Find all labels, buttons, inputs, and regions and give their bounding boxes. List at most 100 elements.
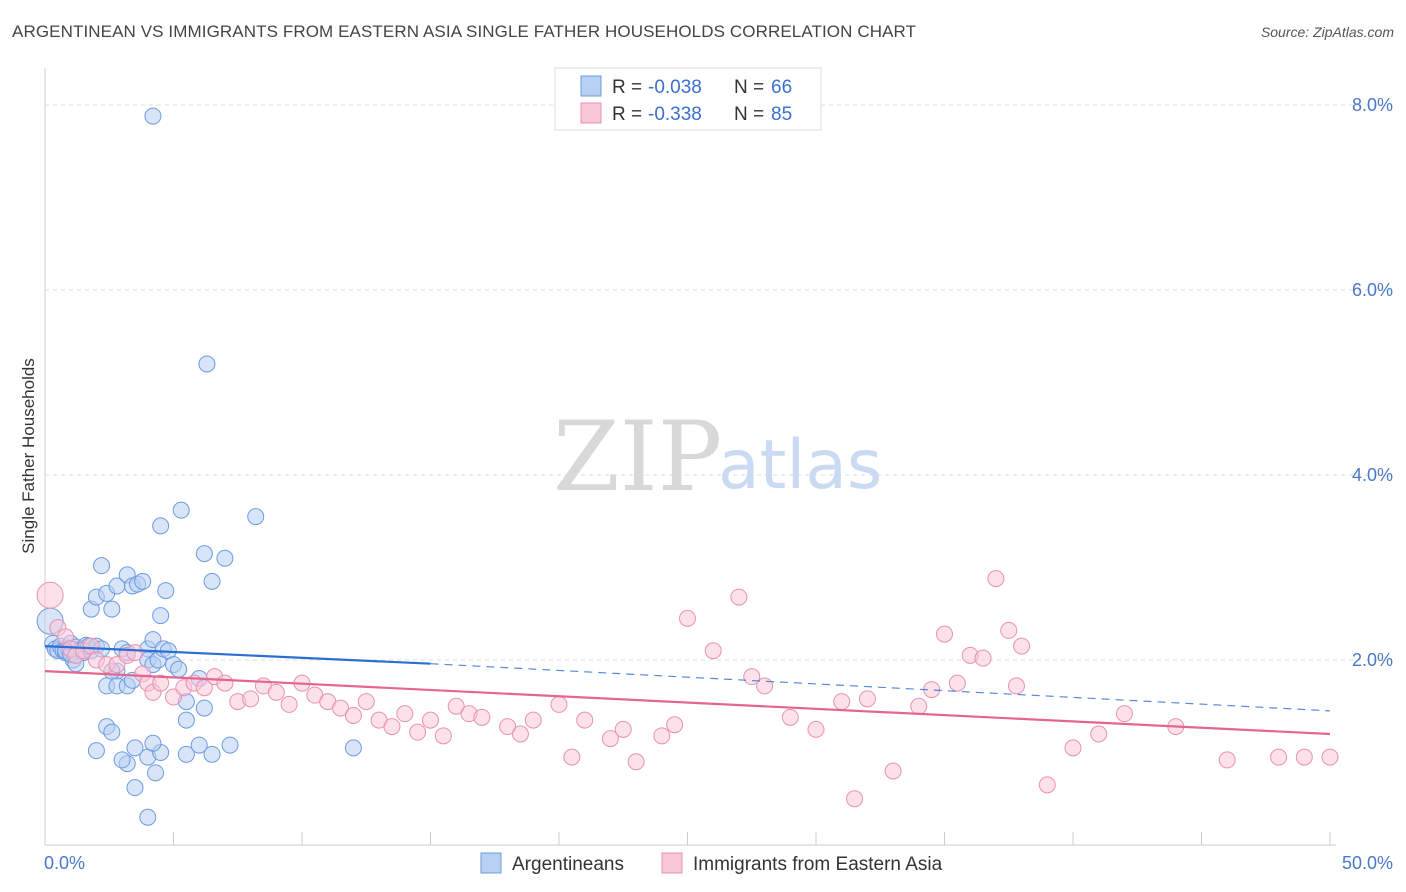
eastern-asia-point [267, 683, 285, 701]
eastern-asia-point [550, 695, 568, 713]
eastern-asia-point [704, 642, 722, 660]
argentineans-point [195, 545, 213, 563]
legend-label-eastern-asia: Immigrants from Eastern Asia [693, 854, 943, 875]
y-tick-label: 2.0% [1352, 650, 1393, 670]
argentineans-point [157, 582, 175, 600]
points-layer [36, 107, 1339, 826]
eastern-asia-point [152, 674, 170, 692]
eastern-asia-point [666, 716, 684, 734]
eastern-asia-point [447, 697, 465, 715]
eastern-asia-point [1115, 705, 1133, 723]
stats-swatch-eastern-asia [580, 102, 602, 124]
eastern-asia-point [126, 644, 144, 662]
argentineans-point [147, 764, 165, 782]
legend-swatch-eastern-asia [661, 852, 683, 874]
eastern-asia-point [499, 718, 517, 736]
argentineans-point [113, 751, 131, 769]
axes [44, 68, 1336, 846]
eastern-asia-point [858, 690, 876, 708]
argentineans-point [103, 600, 121, 618]
eastern-asia-point [422, 711, 439, 729]
eastern-asia-trend-line [44, 670, 1331, 736]
eastern-asia-point [614, 720, 632, 738]
eastern-asia-point [1064, 739, 1082, 757]
eastern-asia-point [409, 723, 427, 741]
argentineans-point [139, 808, 157, 826]
eastern-asia-point [1007, 677, 1025, 695]
argentineans-point [144, 107, 162, 125]
argentineans-point [134, 572, 152, 590]
x-ticks [44, 832, 1331, 845]
argentineans-point [177, 711, 195, 729]
eastern-asia-point [332, 699, 350, 717]
eastern-asia-point [1295, 748, 1313, 766]
argentineans-point [344, 739, 362, 757]
argentineans-point [172, 501, 190, 519]
eastern-asia-point [216, 674, 234, 692]
argentineans-point [144, 734, 162, 752]
watermark-atlas: atlas [718, 426, 882, 505]
stats-r-value-1: -0.038 [648, 77, 702, 98]
argentineans-trend-line [44, 645, 431, 665]
eastern-asia-point [36, 581, 64, 609]
eastern-asia-point [653, 727, 671, 745]
series-legend: Argentineans Immigrants from Eastern Asi… [480, 852, 943, 875]
y-tick-label: 8.0% [1352, 95, 1393, 115]
argentineans-point [103, 723, 121, 741]
eastern-asia-point [1270, 748, 1288, 766]
eastern-asia-point [357, 693, 375, 711]
eastern-asia-point [434, 727, 452, 745]
eastern-asia-point [948, 674, 966, 692]
eastern-asia-point [679, 609, 696, 627]
eastern-asia-point [576, 711, 594, 729]
stats-legend: R = -0.038 N = 66 R = -0.338 N = 85 [554, 67, 822, 131]
eastern-asia-point [1090, 725, 1108, 743]
eastern-asia-point [383, 718, 401, 736]
eastern-asia-point [987, 570, 1005, 588]
eastern-asia-point [884, 762, 902, 780]
chart-title: ARGENTINEAN VS IMMIGRANTS FROM EASTERN A… [12, 22, 917, 41]
stats-r-label-2: R = [612, 104, 642, 125]
eastern-asia-point [1218, 751, 1236, 769]
argentineans-point [177, 745, 195, 763]
eastern-asia-point [524, 711, 542, 729]
eastern-asia-point [846, 790, 864, 808]
legend-swatch-argentineans [480, 852, 502, 874]
eastern-asia-point [242, 690, 260, 708]
argentineans-point [195, 699, 213, 717]
y-tick-label: 4.0% [1352, 465, 1393, 485]
eastern-asia-point [344, 707, 362, 724]
argentineans-point [93, 557, 111, 575]
eastern-asia-point [563, 748, 581, 766]
eastern-asia-point [473, 708, 491, 726]
eastern-asia-point [627, 753, 645, 771]
eastern-asia-point [396, 705, 414, 723]
eastern-asia-point [280, 695, 298, 713]
stats-swatch-argentineans [580, 75, 602, 97]
legend-label-argentineans: Argentineans [512, 854, 624, 875]
argentineans-point [170, 660, 188, 678]
stats-n-value-1: 66 [771, 77, 792, 98]
argentineans-point [190, 736, 208, 754]
stats-n-label-2: N = [734, 104, 764, 125]
argentineans-point [203, 572, 221, 590]
chart-source: Source: ZipAtlas.com [1260, 24, 1394, 40]
argentineans-point [247, 508, 265, 526]
argentineans-point [152, 607, 170, 625]
eastern-asia-point [974, 649, 992, 667]
argentineans-point [221, 736, 239, 754]
eastern-asia-point [936, 625, 953, 643]
y-tick-labels: 2.0% 4.0% 6.0% 8.0% [1352, 95, 1393, 670]
eastern-asia-point [781, 708, 799, 726]
argentineans-point [126, 779, 144, 797]
eastern-asia-point [601, 730, 619, 748]
argentineans-point [198, 355, 216, 373]
stats-n-label-1: N = [734, 77, 764, 98]
eastern-asia-point [1038, 776, 1056, 794]
argentineans-point [87, 742, 105, 760]
eastern-asia-point [730, 588, 748, 606]
trend-layer [44, 645, 1331, 736]
stats-n-value-2: 85 [771, 104, 792, 125]
eastern-asia-point [511, 725, 529, 743]
